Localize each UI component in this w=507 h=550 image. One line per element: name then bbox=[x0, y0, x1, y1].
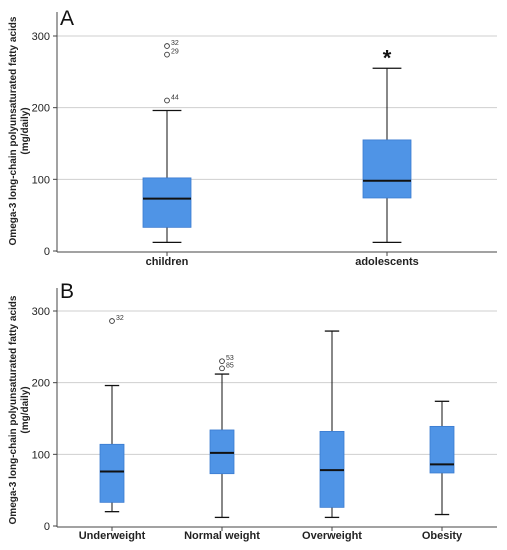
panel-a-outlier-point-children bbox=[164, 43, 170, 49]
panel-b-outlier-label-underweight: 32 bbox=[116, 315, 124, 322]
panel-b-y-axis-label-line-1: Omega-3 long-chain polyunsaturated fatty… bbox=[8, 295, 19, 524]
panel-a-y-axis-label-line-2: (mg/daily) bbox=[20, 107, 31, 154]
panel-b-y-axis-label-line-2: (mg/daily) bbox=[20, 386, 31, 433]
panel-a-y-tick-label: 300 bbox=[32, 31, 50, 43]
panel-a-outlier-point-children bbox=[164, 51, 170, 58]
panel-a-significance-marker: * bbox=[383, 45, 392, 70]
panel-b-y-tick-label: 0 bbox=[44, 521, 50, 533]
panel-b-outlier-point-normal-weight bbox=[219, 358, 225, 365]
panel-b-box-obesity bbox=[429, 425, 455, 474]
panel-b-box-normal-weight bbox=[209, 429, 235, 475]
panel-b-y-tick-label: 100 bbox=[32, 449, 50, 461]
panel-b-outlier-point-normal-weight bbox=[219, 365, 225, 372]
panel-a-outlier-label-children: 44 bbox=[171, 95, 179, 102]
panel-a-y-tick-label: 100 bbox=[32, 174, 50, 186]
panel-a-category-label-adolescents: adolescents bbox=[355, 256, 419, 268]
panel-b-y-tick-label: 200 bbox=[32, 378, 50, 390]
panel-a-y-axis-label-line-1: Omega-3 long-chain polyunsaturated fatty… bbox=[8, 16, 19, 245]
panel-b: B Omega-3 long-chain polyunsaturated fat… bbox=[8, 280, 497, 542]
panel-b-outlier-label-normal-weight: 85 bbox=[226, 362, 234, 369]
panel-a-outlier-point-children bbox=[164, 97, 170, 104]
panel-a-outlier-label-children: 32 bbox=[171, 40, 179, 47]
panel-a-category-label-children: children bbox=[146, 256, 189, 268]
panel-b-outlier-label-normal-weight: 53 bbox=[226, 355, 234, 362]
panel-b-box-underweight bbox=[99, 443, 125, 503]
panel-a: A Omega-3 long-chain polyunsaturated fat… bbox=[8, 7, 497, 268]
panel-a-y-tick-label: 200 bbox=[32, 103, 50, 115]
panel-b-outlier-point-underweight bbox=[109, 318, 115, 324]
panel-a-label: A bbox=[60, 7, 74, 30]
panel-a-box-adolescents bbox=[362, 139, 412, 199]
panel-b-category-label-normal-weight: Normal weight bbox=[184, 530, 260, 542]
panel-b-label: B bbox=[60, 280, 74, 303]
panel-a-box-children bbox=[142, 177, 192, 228]
panel-b-category-label-underweight: Underweight bbox=[79, 530, 146, 542]
panel-a-outlier-label-children: 29 bbox=[171, 49, 179, 56]
panel-b-category-label-overweight: Overweight bbox=[302, 530, 362, 542]
panel-b-category-label-obesity: Obesity bbox=[422, 530, 463, 542]
panel-a-y-tick-label: 0 bbox=[44, 246, 50, 258]
panel-b-y-tick-label: 300 bbox=[32, 306, 50, 318]
